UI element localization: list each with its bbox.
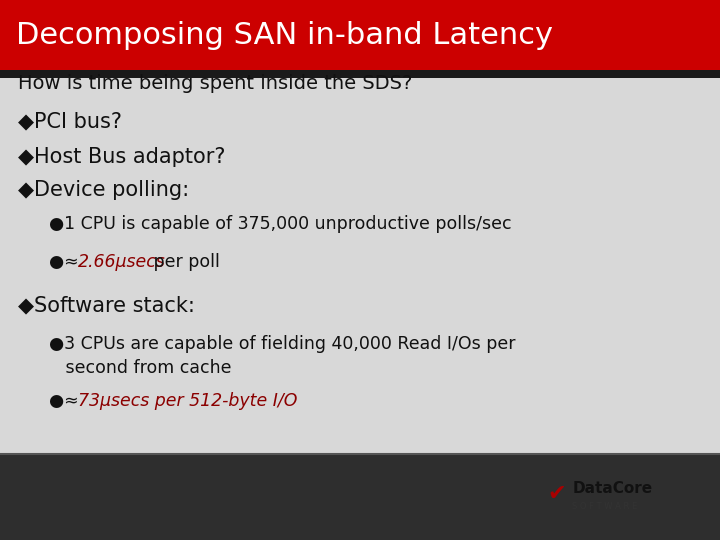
FancyBboxPatch shape	[0, 0, 720, 70]
Text: ●3 CPUs are capable of fielding 40,000 Read I/Os per: ●3 CPUs are capable of fielding 40,000 R…	[49, 335, 516, 353]
Text: DataCore: DataCore	[572, 481, 652, 496]
Text: per poll: per poll	[148, 253, 220, 271]
Text: ◆Device polling:: ◆Device polling:	[18, 180, 189, 200]
Text: ◆Software stack:: ◆Software stack:	[18, 295, 195, 315]
Text: ●≈: ●≈	[49, 392, 84, 410]
Text: S O F T W A R E: S O F T W A R E	[572, 502, 638, 511]
FancyBboxPatch shape	[0, 70, 720, 78]
Text: ◆Host Bus adaptor?: ◆Host Bus adaptor?	[18, 146, 225, 167]
Text: second from cache: second from cache	[49, 359, 231, 377]
Text: 2.66μsecs: 2.66μsecs	[78, 253, 166, 271]
Text: ◆PCI bus?: ◆PCI bus?	[18, 111, 122, 132]
Text: ●1 CPU is capable of 375,000 unproductive polls/sec: ●1 CPU is capable of 375,000 unproductiv…	[49, 215, 512, 233]
FancyBboxPatch shape	[0, 454, 720, 540]
Text: How is time being spent inside the SDS?: How is time being spent inside the SDS?	[18, 74, 413, 93]
Text: ●≈: ●≈	[49, 253, 84, 271]
Text: ✔: ✔	[547, 484, 566, 504]
Text: 73μsecs per 512-byte I/O: 73μsecs per 512-byte I/O	[78, 392, 297, 410]
Text: Decomposing SAN in-band Latency: Decomposing SAN in-band Latency	[16, 21, 553, 50]
